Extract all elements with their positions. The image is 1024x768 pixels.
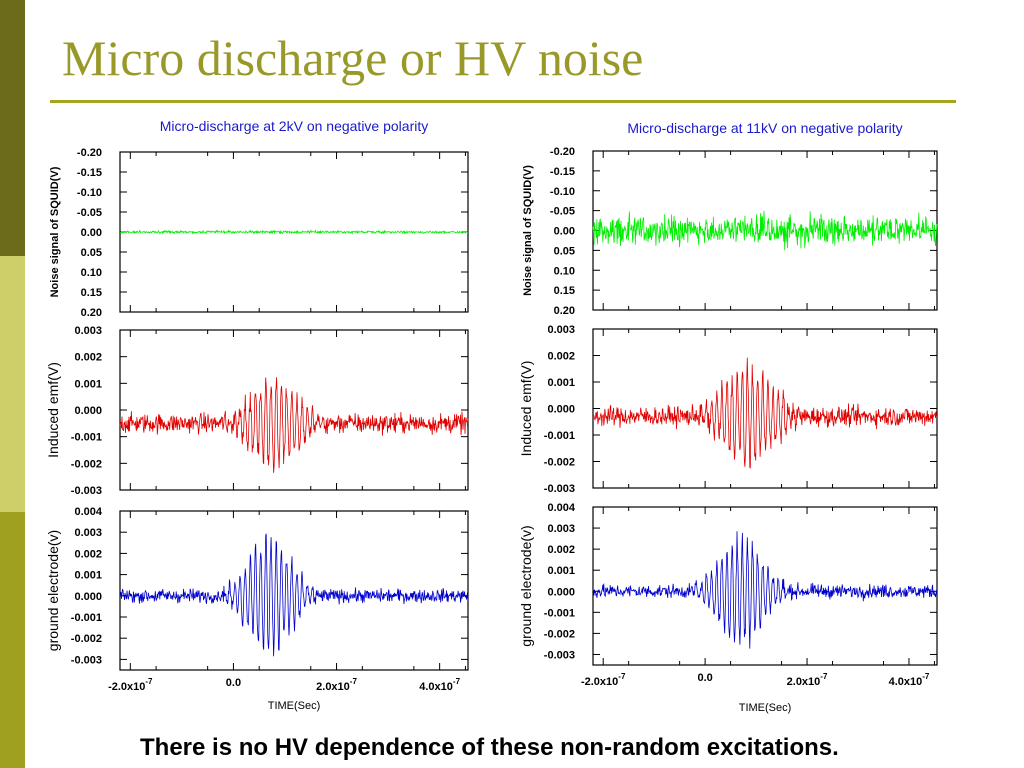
- chart-title: Micro-discharge at 11kV on negative pola…: [627, 120, 902, 136]
- y-tick-label: 0.001: [547, 565, 575, 577]
- y-tick-label: 0.003: [547, 324, 575, 336]
- signal-trace: [119, 229, 469, 235]
- y-tick-label: -0.001: [544, 607, 575, 619]
- plot-frame: [592, 328, 938, 489]
- signal-trace: [119, 533, 469, 657]
- x-tick-label: 2.0x10-7: [316, 677, 357, 693]
- y-tick-label: -0.003: [71, 485, 102, 497]
- y-tick-label: -0.002: [544, 457, 575, 469]
- y-tick-label: 0.002: [547, 544, 575, 556]
- y-axis-label: Noise signal of SQUID(V): [49, 166, 61, 297]
- accent-bar-bottom: [0, 512, 25, 768]
- y-tick-label: -0.001: [71, 612, 102, 624]
- y-tick-label: -0.05: [77, 207, 102, 219]
- y-axis-label: ground electrode(v): [518, 525, 534, 646]
- slide-title: Micro discharge or HV noise: [62, 30, 644, 86]
- x-tick-label: 4.0x10-7: [889, 672, 930, 688]
- y-axis-label: Induced emf(V): [45, 362, 61, 458]
- accent-bar-middle: [0, 256, 25, 512]
- panel-1: -0.20 -0.15 -0.10 -0.05 0.00 0.05 0.10 0.15 0.20…: [522, 146, 938, 317]
- panel-3: -0.003 -0.002 -0.001 0.000 0.001 0.002 0.003 0.…: [45, 506, 469, 671]
- y-tick-label: -0.10: [550, 186, 575, 198]
- y-axis-label: ground electrode(v): [45, 530, 61, 651]
- y-tick-label: 0.002: [547, 351, 575, 363]
- y-tick-label: 0.00: [81, 227, 102, 239]
- x-axis-label: TIME(Sec): [268, 700, 321, 712]
- signal-trace: [592, 357, 938, 469]
- panel-1: -0.20 -0.15 -0.10 -0.05 0.00 0.05 0.10 0.15 0.20…: [49, 147, 469, 319]
- panel-3: -0.003 -0.002 -0.001 0.000 0.001 0.002 0.003 0.…: [518, 502, 938, 666]
- y-tick-label: -0.15: [77, 167, 102, 179]
- signal-trace: [592, 210, 938, 251]
- x-tick-label: 0.0: [226, 677, 241, 689]
- accent-bar-top: [0, 0, 25, 256]
- y-tick-label: -0.001: [544, 430, 575, 442]
- y-tick-label: 0.000: [74, 591, 102, 603]
- footer-statement: There is no HV dependence of these non-r…: [140, 734, 839, 761]
- y-tick-label: -0.002: [71, 633, 102, 645]
- y-tick-label: -0.001: [71, 432, 102, 444]
- y-tick-label: -0.15: [550, 166, 575, 178]
- y-tick-label: -0.003: [544, 483, 575, 495]
- y-tick-label: 0.000: [547, 404, 575, 416]
- chart-title: Micro-discharge at 2kV on negative polar…: [160, 118, 428, 134]
- signal-trace: [592, 531, 938, 649]
- panel-2: -0.003 -0.002 -0.001 0.000 0.001 0.002 0.003 In…: [45, 325, 469, 497]
- y-tick-label: 0.05: [554, 245, 575, 257]
- x-tick-label: -2.0x10-7: [108, 677, 153, 693]
- y-tick-label: -0.002: [71, 458, 102, 470]
- y-tick-label: 0.003: [547, 523, 575, 535]
- y-tick-label: -0.003: [544, 649, 575, 661]
- y-tick-label: 0.003: [74, 527, 102, 539]
- title-rule: [50, 100, 956, 103]
- y-axis-label: Noise signal of SQUID(V): [522, 165, 534, 296]
- y-tick-label: 0.20: [81, 307, 102, 319]
- y-tick-label: 0.001: [547, 377, 575, 389]
- y-tick-label: 0.00: [554, 226, 575, 238]
- y-tick-label: 0.001: [74, 570, 102, 582]
- chart-1: Micro-discharge at 2kV on negative polar…: [45, 118, 469, 712]
- y-tick-label: 0.004: [74, 506, 102, 518]
- plot-frame: [119, 510, 469, 671]
- y-tick-label: 0.000: [547, 586, 575, 598]
- y-tick-label: -0.20: [77, 147, 102, 159]
- y-axis-label: Induced emf(V): [518, 361, 534, 457]
- y-tick-label: 0.000: [74, 405, 102, 417]
- y-tick-label: 0.20: [554, 305, 575, 317]
- y-tick-label: 0.002: [74, 352, 102, 364]
- y-tick-label: 0.003: [74, 325, 102, 337]
- signal-trace: [119, 377, 469, 473]
- y-tick-label: 0.10: [81, 267, 102, 279]
- y-tick-label: -0.002: [544, 628, 575, 640]
- x-tick-label: 4.0x10-7: [419, 677, 460, 693]
- plot-frame: [119, 329, 469, 491]
- y-tick-label: 0.15: [81, 287, 102, 299]
- x-axis-label: TIME(Sec): [739, 702, 792, 714]
- y-tick-label: -0.10: [77, 187, 102, 199]
- y-tick-label: -0.003: [71, 654, 102, 666]
- y-tick-label: 0.05: [81, 247, 102, 259]
- y-tick-label: 0.002: [74, 548, 102, 560]
- x-tick-label: -2.0x10-7: [581, 672, 626, 688]
- plot-frame: [592, 506, 938, 666]
- y-tick-label: -0.20: [550, 146, 575, 158]
- x-tick-label: 2.0x10-7: [787, 672, 828, 688]
- y-tick-label: 0.10: [554, 265, 575, 277]
- y-tick-label: 0.004: [547, 502, 575, 514]
- x-tick-label: 0.0: [697, 672, 712, 684]
- y-tick-label: -0.05: [550, 206, 575, 218]
- y-tick-label: 0.001: [74, 378, 102, 390]
- chart-2: Micro-discharge at 11kV on negative pola…: [518, 120, 938, 714]
- y-tick-label: 0.15: [554, 285, 575, 297]
- panel-2: -0.003 -0.002 -0.001 0.000 0.001 0.002 0.003 In…: [518, 324, 938, 495]
